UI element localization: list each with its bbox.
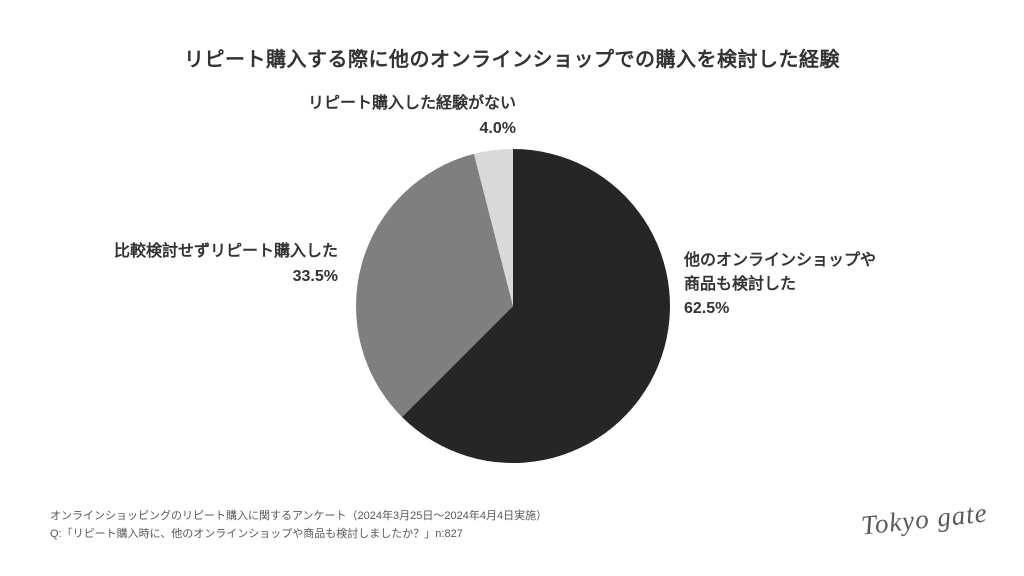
pie-slice-1 bbox=[355, 153, 513, 418]
slice-percent: 33.5% bbox=[292, 267, 338, 285]
slice-label-no-comparison: 比較検討せずリピート購入した 33.5% bbox=[114, 240, 338, 290]
slice-label-considered-others: 他のオンラインショップや 商品も検討した 62.5% bbox=[684, 249, 876, 321]
source-note-line2: Q:「リピート購入時に、他のオンラインショップや商品も検討しましたか？」n:82… bbox=[50, 528, 463, 540]
slice-label-text: 比較検討せずリピート購入した bbox=[113, 243, 338, 260]
slice-label-no-repeat-experience: リピート購入した経験がない 4.0% bbox=[308, 92, 516, 142]
pie-chart bbox=[355, 149, 670, 463]
slice-percent: 4.0% bbox=[479, 119, 516, 137]
source-note: オンラインショッピングのリピート購入に関するアンケート（2024年3月25日〜2… bbox=[50, 507, 547, 543]
pie-slice-2 bbox=[473, 149, 513, 306]
slice-label-text: リピート購入した経験がない bbox=[307, 95, 516, 112]
pie-slice-0 bbox=[401, 149, 670, 463]
tokyo-gate-logo: Tokyo gate bbox=[859, 497, 990, 541]
slice-percent: 62.5% bbox=[684, 300, 730, 317]
slice-label-text-line1: 他のオンラインショップや bbox=[684, 252, 877, 269]
chart-title: リピート購入する際に他のオンラインショップでの購入を検討した経験 bbox=[184, 49, 840, 71]
source-note-line1: オンラインショッピングのリピート購入に関するアンケート（2024年3月25日〜2… bbox=[50, 510, 548, 522]
slice-label-text-line2: 商品も検討した bbox=[684, 276, 797, 293]
